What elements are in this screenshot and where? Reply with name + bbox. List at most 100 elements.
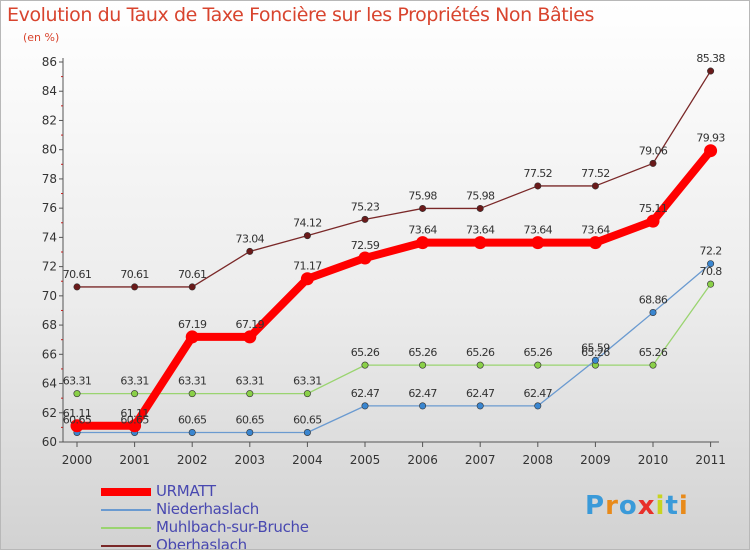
brand-letter: i <box>678 491 689 521</box>
data-point <box>588 236 602 250</box>
data-point <box>534 402 542 410</box>
data-label: 77.52 <box>524 167 553 180</box>
data-point <box>188 390 196 398</box>
data-point <box>649 361 657 369</box>
data-label: 62.47 <box>408 387 437 400</box>
legend-swatch <box>101 527 151 529</box>
data-point <box>531 236 545 250</box>
legend-label: URMATT <box>156 482 216 500</box>
y-tick-label: 78 <box>42 172 57 186</box>
y-tick-label: 70 <box>42 289 57 303</box>
data-label: 70.8 <box>700 265 723 278</box>
data-point <box>707 280 715 288</box>
data-point <box>476 402 484 410</box>
data-point <box>534 361 542 369</box>
data-point <box>476 204 484 212</box>
data-point <box>243 330 257 344</box>
data-label: 67.19 <box>236 318 265 331</box>
data-label: 62.47 <box>466 387 495 400</box>
data-label: 65.26 <box>408 346 437 359</box>
data-label: 73.64 <box>581 224 610 237</box>
data-label: 70.61 <box>178 268 207 281</box>
data-label: 61.11 <box>120 407 149 420</box>
data-point <box>591 356 599 364</box>
data-label: 65.26 <box>351 346 380 359</box>
data-point <box>419 204 427 212</box>
data-point <box>473 236 487 250</box>
data-label: 75.23 <box>351 200 380 213</box>
data-point <box>361 215 369 223</box>
brand-letter: x <box>637 491 656 521</box>
data-label: 68.86 <box>639 294 668 307</box>
data-point <box>73 283 81 291</box>
data-point <box>300 272 314 286</box>
data-label: 75.98 <box>408 189 437 202</box>
line-chart: 60 62 64 66 68 70 72 74 76 78 80 82 84 86 2000 2001 2002… <box>42 52 726 467</box>
brand-letter: P <box>585 491 606 521</box>
data-point <box>704 144 718 158</box>
data-point <box>73 390 81 398</box>
data-point <box>476 361 484 369</box>
data-label: 73.64 <box>524 224 553 237</box>
x-tick-label: 2003 <box>235 453 266 467</box>
proxiti-logo: Proxiti <box>585 491 689 521</box>
data-label: 63.31 <box>236 375 265 388</box>
x-tick-label: 2000 <box>62 453 93 467</box>
legend-label: Muhlbach-sur-Bruche <box>156 518 309 536</box>
x-tick-label: 2005 <box>350 453 381 467</box>
data-point <box>70 419 84 433</box>
legend-label: Oberhaslach <box>156 536 247 550</box>
data-point <box>188 428 196 436</box>
y-tick-label: 72 <box>42 260 57 274</box>
data-label: 62.47 <box>524 387 553 400</box>
data-label: 65.26 <box>639 346 668 359</box>
y-tick-label: 82 <box>42 113 57 127</box>
series-line-urmatt <box>73 146 715 430</box>
data-point <box>419 402 427 410</box>
data-label: 62.47 <box>351 387 380 400</box>
data-label: 75.98 <box>466 189 495 202</box>
data-label: 60.65 <box>120 414 149 427</box>
data-point <box>707 67 715 75</box>
data-label: 67.19 <box>178 318 207 331</box>
data-label: 63.31 <box>178 375 207 388</box>
data-label: 77.52 <box>581 167 610 180</box>
data-label: 65.26 <box>524 346 553 359</box>
unit-label: (en %) <box>23 31 60 44</box>
y-tick-label: 60 <box>42 435 57 449</box>
x-tick-label: 2010 <box>638 453 669 467</box>
data-label: 60.65 <box>63 414 92 427</box>
data-point <box>361 402 369 410</box>
data-point <box>416 236 430 250</box>
data-label: 85.38 <box>696 52 725 65</box>
data-point <box>419 361 427 369</box>
legend-swatch <box>101 545 151 547</box>
brand-letter: o <box>618 491 638 521</box>
data-label: 79.06 <box>639 144 668 157</box>
brand-letter: r <box>605 491 619 521</box>
data-point <box>185 330 199 344</box>
data-point <box>303 390 311 398</box>
x-tick-label: 2004 <box>292 453 323 467</box>
legend-swatch <box>101 509 151 511</box>
data-label: 65.26 <box>581 346 610 359</box>
y-tick-label: 74 <box>42 230 57 244</box>
data-label: 70.61 <box>120 268 149 281</box>
data-label: 65.59 <box>581 341 610 354</box>
data-point <box>649 159 657 167</box>
data-label: 75.11 <box>639 202 668 215</box>
y-tick-label: 66 <box>42 347 57 361</box>
data-point <box>534 182 542 190</box>
legend-label: Niederhaslach <box>156 500 259 518</box>
y-tick-label: 76 <box>42 201 57 215</box>
data-label: 63.31 <box>293 375 322 388</box>
y-tick-label: 64 <box>42 377 57 391</box>
x-tick-label: 2002 <box>177 453 208 467</box>
series-line-oberhaslach <box>76 70 712 288</box>
x-tick-label: 2001 <box>119 453 150 467</box>
legend-swatch <box>101 488 151 496</box>
data-label: 60.65 <box>293 414 322 427</box>
data-label: 73.64 <box>466 224 495 237</box>
data-label: 61.11 <box>63 407 92 420</box>
x-tick-label: 2011 <box>695 453 726 467</box>
